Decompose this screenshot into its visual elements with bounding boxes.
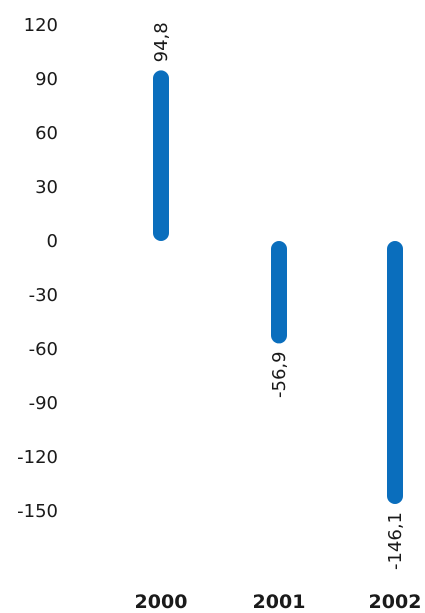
bar-2002 [387, 241, 403, 504]
data-labels: 94,8 -56,9 -146,1 [151, 22, 406, 570]
x-axis: 2000 2001 2002 [135, 591, 422, 613]
y-tick-label: -90 [29, 393, 58, 414]
y-tick-label: -120 [17, 447, 58, 468]
y-tick-label: -150 [17, 501, 58, 522]
y-axis: 120 90 60 30 0 -30 -60 -90 -120 -150 [17, 15, 58, 522]
data-label-2000: 94,8 [151, 22, 172, 62]
y-tick-label: 0 [47, 231, 58, 252]
y-tick-label: -30 [29, 285, 58, 306]
category-label: 2001 [253, 591, 306, 613]
data-label-2001: -56,9 [269, 351, 290, 398]
bar-2001 [271, 241, 287, 344]
bar-2000 [153, 70, 169, 241]
category-label: 2002 [369, 591, 422, 613]
category-label: 2000 [135, 591, 188, 613]
y-tick-label: 60 [35, 123, 58, 144]
y-tick-label: 30 [35, 177, 58, 198]
y-tick-label: 90 [35, 69, 58, 90]
data-label-2002: -146,1 [385, 512, 406, 570]
bars [153, 70, 403, 504]
y-tick-label: 120 [24, 15, 58, 36]
y-tick-label: -60 [29, 339, 58, 360]
